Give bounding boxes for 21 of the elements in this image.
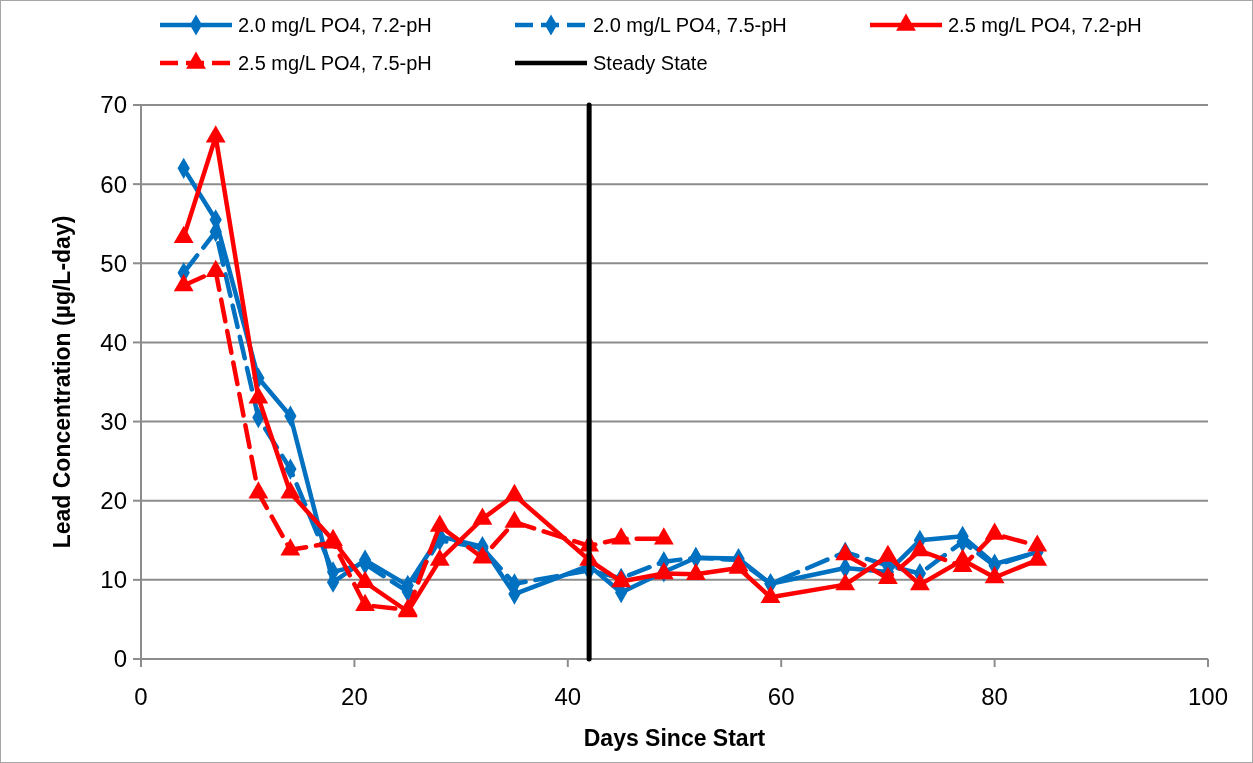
y-tick-label: 20 [100, 487, 127, 515]
legend-label: 2.5 mg/L PO4, 7.5-pH [238, 52, 432, 74]
legend-label: Steady State [593, 52, 708, 74]
x-tick-label: 0 [134, 683, 148, 710]
legend-label: 2.0 mg/L PO4, 7.5-pH [593, 14, 787, 36]
y-tick-label: 70 [100, 91, 127, 119]
x-axis-title: Days Since Start [583, 725, 766, 751]
x-tick-label: 40 [554, 683, 582, 710]
x-tick-label: 20 [341, 683, 368, 710]
legend-label: 2.0 mg/L PO4, 7.2-pH [238, 14, 432, 36]
y-tick-label: 30 [100, 407, 127, 435]
y-axis-title: Lead Concentration (µg/L-day) [49, 215, 75, 549]
y-tick-label: 0 [113, 645, 127, 673]
x-tick-label: 60 [767, 683, 795, 710]
legend-label: 2.5 mg/L PO4, 7.2-pH [948, 14, 1142, 36]
y-tick-label: 10 [100, 566, 127, 594]
x-tick-label: 100 [1187, 683, 1229, 710]
y-tick-label: 60 [100, 170, 127, 198]
x-tick-label: 80 [981, 683, 1008, 710]
y-tick-label: 40 [100, 328, 127, 356]
y-tick-label: 50 [100, 249, 127, 277]
